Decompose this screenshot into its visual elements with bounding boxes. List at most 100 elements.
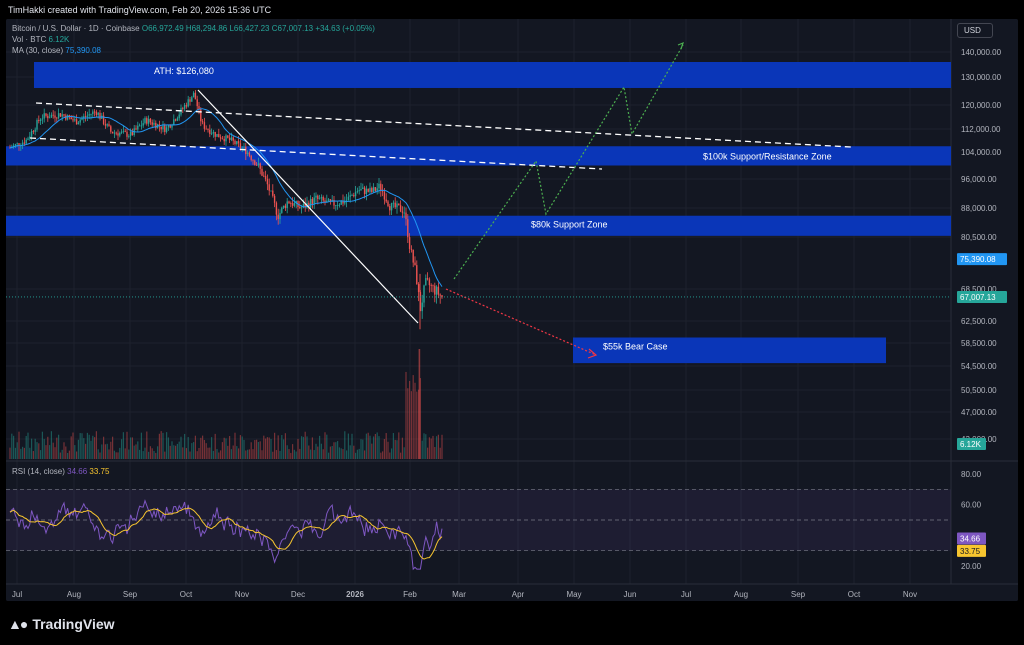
volume-bar xyxy=(20,448,22,459)
candle-body xyxy=(201,121,204,123)
candle-body xyxy=(144,118,146,124)
bull-arrowhead-icon xyxy=(677,41,684,50)
candle-body xyxy=(113,132,116,134)
chart-legend: Bitcoin / U.S. Dollar · 1D · Coinbase O6… xyxy=(12,23,375,56)
volume-bar xyxy=(43,438,45,459)
candle-body xyxy=(432,285,434,287)
legend-volume-row[interactable]: Vol · BTC 6.12K xyxy=(12,34,375,45)
volume-bar xyxy=(196,451,198,459)
candle-body xyxy=(268,184,270,191)
candle-body xyxy=(317,195,319,199)
volume-bar xyxy=(180,436,182,459)
volume-bar xyxy=(137,441,139,459)
candle-body xyxy=(390,203,393,211)
zone-label-80k: $80k Support Zone xyxy=(531,220,608,230)
candle-body xyxy=(417,284,420,293)
volume-bar xyxy=(317,446,319,459)
volume-bar xyxy=(378,436,380,459)
candle-body xyxy=(209,129,211,134)
candle-body xyxy=(9,147,11,149)
volume-bar xyxy=(229,436,231,459)
candle-body xyxy=(189,99,191,102)
rsi-badge xyxy=(957,532,986,545)
volume-bar xyxy=(193,442,195,459)
candle-body xyxy=(239,143,242,148)
price-chart-svg[interactable]: ATH: $126,080 $100k Support/Resistance Zo… xyxy=(6,19,1018,601)
candle-body xyxy=(122,130,125,132)
candle-body xyxy=(407,219,409,238)
candle-body xyxy=(398,203,400,206)
volume-bar xyxy=(169,445,171,459)
symbol-name[interactable]: Bitcoin / U.S. Dollar · 1D · Coinbase xyxy=(12,24,140,33)
candle-body xyxy=(117,133,119,136)
chart-area[interactable]: ATH: $126,080 $100k Support/Resistance Zo… xyxy=(6,19,1018,601)
ma-label: MA (30, close) xyxy=(12,46,64,55)
candle-body xyxy=(216,134,218,137)
candle-body xyxy=(162,125,164,130)
volume-bar xyxy=(353,445,355,459)
volume-bar xyxy=(374,433,376,459)
volume-bar xyxy=(216,448,218,459)
volume-bar xyxy=(279,450,281,459)
price-tick-label: 120,000.00 xyxy=(961,101,1002,110)
volume-bar xyxy=(247,449,249,459)
volume-bar xyxy=(351,433,353,459)
volume-bar xyxy=(304,431,306,459)
candle-body xyxy=(318,198,321,200)
volume-bar xyxy=(194,435,196,459)
candle-body xyxy=(414,262,416,266)
candle-body xyxy=(338,204,341,206)
candle-body xyxy=(363,187,366,195)
volume-bar xyxy=(70,436,72,459)
candle-body xyxy=(88,114,90,116)
volume-bar xyxy=(211,437,213,459)
volume-bar xyxy=(59,452,61,459)
price-badge xyxy=(957,290,1007,303)
volume-bar xyxy=(175,445,177,459)
time-tick-label: Dec xyxy=(291,590,305,599)
candle-body xyxy=(182,108,184,109)
volume-bar xyxy=(416,391,418,459)
candle-body xyxy=(155,122,157,129)
volume-bar xyxy=(398,432,400,459)
rsi-ma-value: 33.75 xyxy=(89,467,110,476)
candle-body xyxy=(423,285,425,303)
zone-rect xyxy=(6,215,951,236)
rsi-legend[interactable]: RSI (14, close) 34.66 33.75 xyxy=(12,466,109,477)
tradingview-brand[interactable]: ▲● TradingView xyxy=(8,616,115,632)
volume-bar xyxy=(110,441,112,459)
price-tick-label: 80,500.00 xyxy=(961,233,997,242)
volume-bar xyxy=(283,439,285,459)
currency-button[interactable]: USD xyxy=(957,23,993,38)
candle-body xyxy=(309,198,312,208)
volume-bar xyxy=(13,435,15,459)
volume-bar xyxy=(67,452,69,459)
candle-body xyxy=(430,285,432,286)
candle-body xyxy=(205,128,207,130)
volume-bar xyxy=(173,445,175,459)
ohlc-values: O66,972.49 H68,294.86 L66,427.23 C67,007… xyxy=(141,24,375,33)
volume-bar xyxy=(171,441,173,459)
volume-bar xyxy=(306,436,308,459)
volume-bar xyxy=(270,438,272,459)
volume-bar xyxy=(277,435,279,459)
candle-body xyxy=(111,131,114,134)
candle-body xyxy=(428,279,431,286)
volume-bar xyxy=(338,447,340,459)
volume-bar xyxy=(403,447,405,459)
candle-body xyxy=(394,202,396,208)
candle-body xyxy=(38,119,40,121)
candle-body xyxy=(232,137,234,141)
candle-body xyxy=(412,249,414,263)
candle-body xyxy=(169,125,171,128)
volume-bar xyxy=(99,452,101,459)
volume-bar-spike xyxy=(418,349,421,459)
candle-body xyxy=(275,202,278,215)
legend-ma-row[interactable]: MA (30, close) 75,390.08 xyxy=(12,45,375,56)
volume-bar xyxy=(266,437,268,459)
candle-body xyxy=(21,142,24,146)
volume-bar xyxy=(140,432,142,459)
volume-bar xyxy=(392,433,394,459)
candle-body xyxy=(29,136,31,139)
